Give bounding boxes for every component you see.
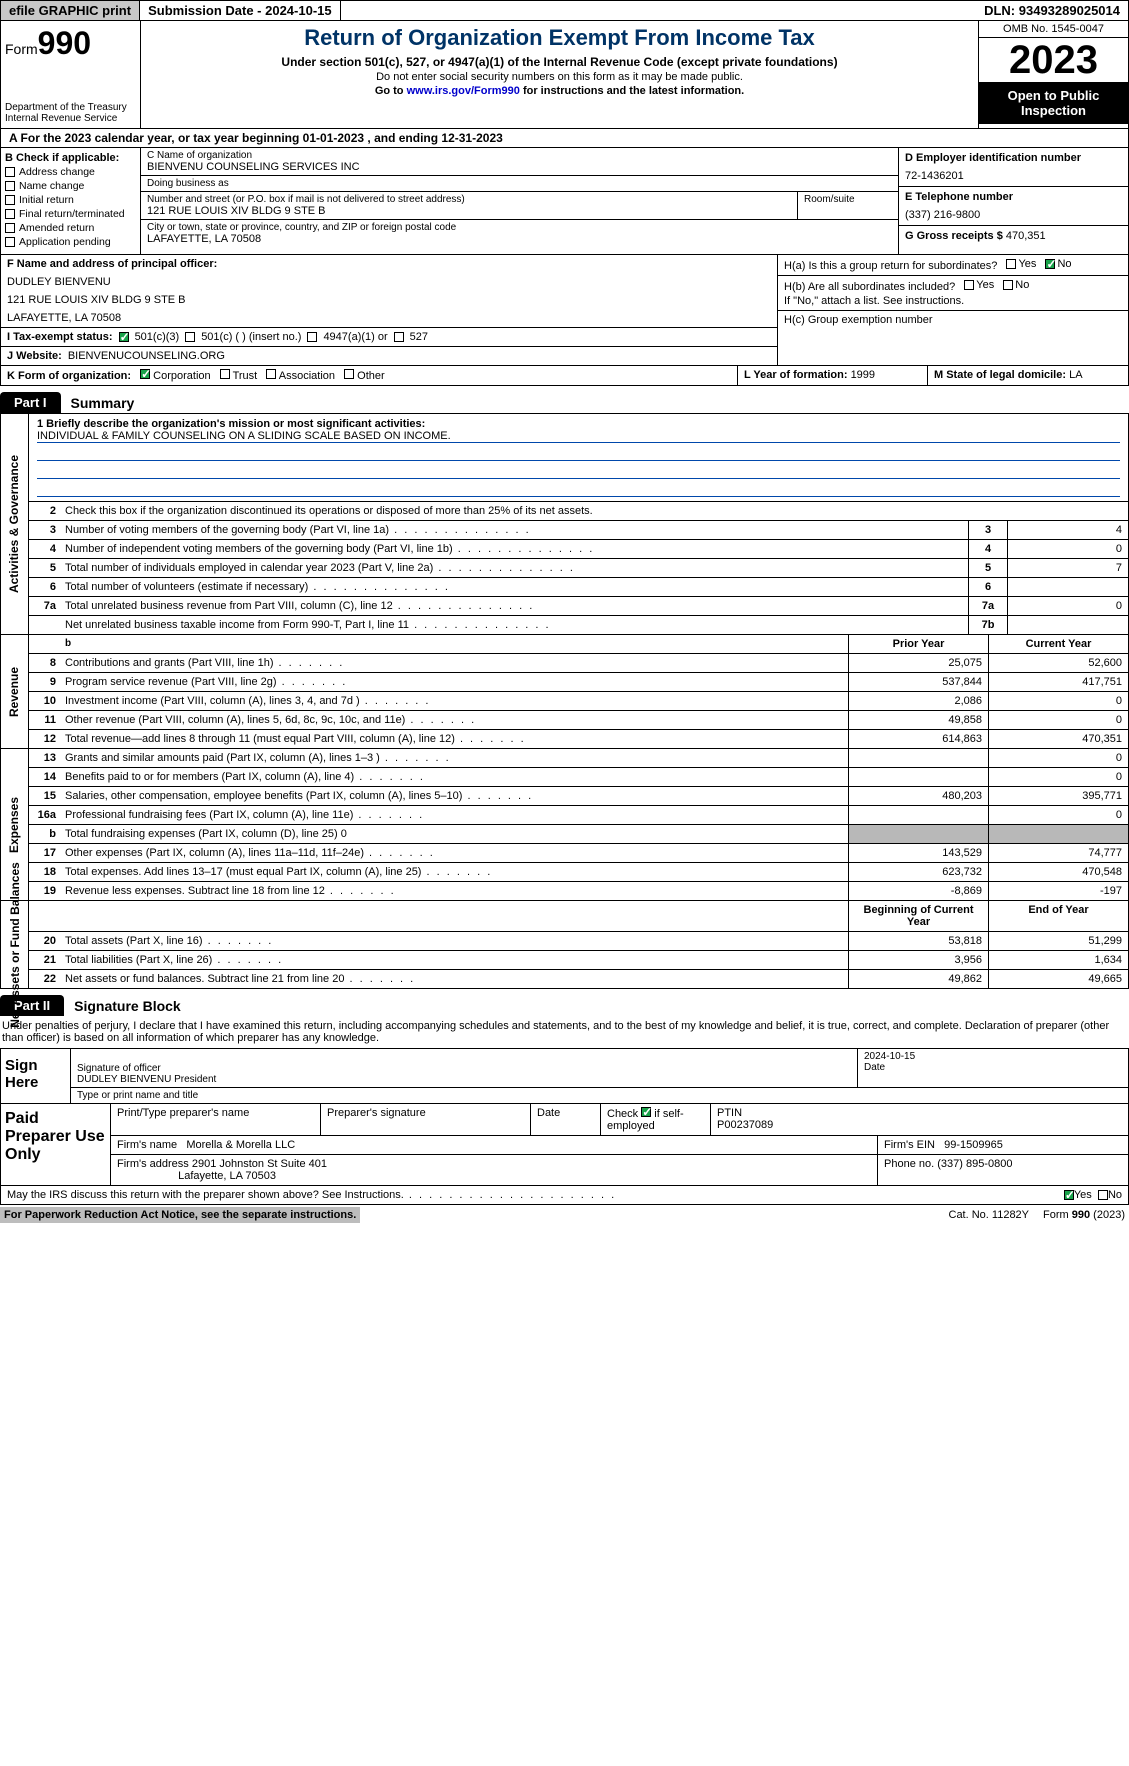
chk-4947[interactable] <box>307 332 317 342</box>
perjury-declaration: Under penalties of perjury, I declare th… <box>0 1016 1129 1048</box>
data-row: 16aProfessional fundraising fees (Part I… <box>29 806 1128 825</box>
data-row: 8Contributions and grants (Part VIII, li… <box>29 654 1128 673</box>
chk-discuss-yes[interactable] <box>1064 1190 1074 1200</box>
summary-row: Net unrelated business taxable income fr… <box>29 616 1128 634</box>
data-row: 20Total assets (Part X, line 16)53,81851… <box>29 932 1128 951</box>
org-name: BIENVENU COUNSELING SERVICES INC <box>147 161 892 173</box>
efile-btn[interactable]: efile GRAPHIC print <box>1 1 140 20</box>
sign-here-block: Sign Here Signature of officerDUDLEY BIE… <box>0 1048 1129 1104</box>
chk-ha-no[interactable] <box>1045 259 1055 269</box>
summary-row: 7aTotal unrelated business revenue from … <box>29 597 1128 616</box>
firm-ein: 99-1509965 <box>944 1139 1003 1151</box>
chk-hb-no[interactable] <box>1003 280 1013 290</box>
chk-corp[interactable] <box>140 369 150 379</box>
chk-amended[interactable] <box>5 223 15 233</box>
form-title: Return of Organization Exempt From Incom… <box>149 25 970 51</box>
footer: For Paperwork Reduction Act Notice, see … <box>0 1205 1129 1225</box>
topbar: efile GRAPHIC print Submission Date - 20… <box>0 0 1129 21</box>
dln: DLN: 93493289025014 <box>976 1 1128 20</box>
chk-assoc[interactable] <box>266 369 276 379</box>
side-revenue: Revenue <box>1 635 29 748</box>
chk-527[interactable] <box>394 332 404 342</box>
ein: 72-1436201 <box>905 170 1122 182</box>
tax-year-line: A For the 2023 calendar year, or tax yea… <box>0 129 1129 148</box>
data-row: 13Grants and similar amounts paid (Part … <box>29 749 1128 768</box>
org-city: LAFAYETTE, LA 70508 <box>147 233 892 245</box>
org-street: 121 RUE LOUIS XIV BLDG 9 STE B <box>147 205 791 217</box>
data-row: 22Net assets or fund balances. Subtract … <box>29 970 1128 988</box>
data-row: 10Investment income (Part VIII, column (… <box>29 692 1128 711</box>
data-row: 15Salaries, other compensation, employee… <box>29 787 1128 806</box>
chk-address-change[interactable] <box>5 167 15 177</box>
discuss-question: May the IRS discuss this return with the… <box>0 1186 1129 1205</box>
data-row: 17Other expenses (Part IX, column (A), l… <box>29 844 1128 863</box>
officer-sig: DUDLEY BIENVENU President <box>77 1074 851 1085</box>
part1-header: Part I Summary <box>0 392 1129 413</box>
box-d: D Employer identification number72-14362… <box>898 148 1128 254</box>
fhij-block: F Name and address of principal officer:… <box>0 255 1129 366</box>
chk-trust[interactable] <box>220 369 230 379</box>
data-row: 14Benefits paid to or for members (Part … <box>29 768 1128 787</box>
form-header: Form990 Department of the TreasuryIntern… <box>0 21 1129 129</box>
year-formed: 1999 <box>851 369 875 381</box>
data-row: 11Other revenue (Part VIII, column (A), … <box>29 711 1128 730</box>
side-netassets: Net Assets or Fund Balances <box>1 901 29 988</box>
data-row: 12Total revenue—add lines 8 through 11 (… <box>29 730 1128 748</box>
data-row: 19Revenue less expenses. Subtract line 1… <box>29 882 1128 900</box>
summary-section: Activities & Governance 1 Briefly descri… <box>0 413 1129 989</box>
mission-text: INDIVIDUAL & FAMILY COUNSELING ON A SLID… <box>37 430 1120 443</box>
phone: (337) 216-9800 <box>905 209 1122 221</box>
public-inspection: Open to Public Inspection <box>979 82 1128 124</box>
chk-initial[interactable] <box>5 195 15 205</box>
data-row: 9Program service revenue (Part VIII, lin… <box>29 673 1128 692</box>
ptin: P00237089 <box>717 1119 1122 1131</box>
chk-discuss-no[interactable] <box>1098 1190 1108 1200</box>
chk-final[interactable] <box>5 209 15 219</box>
side-activities: Activities & Governance <box>1 414 29 634</box>
submission-date: Submission Date - 2024-10-15 <box>140 1 341 20</box>
header-info-block: B Check if applicable: Address change Na… <box>0 148 1129 255</box>
irs-link[interactable]: www.irs.gov/Form990 <box>407 85 520 97</box>
gross-receipts: 470,351 <box>1006 230 1046 242</box>
chk-501c3[interactable] <box>119 332 129 342</box>
domicile-state: LA <box>1069 369 1082 381</box>
omb-number: OMB No. 1545-0047 <box>979 21 1128 38</box>
chk-501c[interactable] <box>185 332 195 342</box>
goto-line: Go to www.irs.gov/Form990 for instructio… <box>149 85 970 97</box>
summary-row: 6Total number of volunteers (estimate if… <box>29 578 1128 597</box>
sig-date: 2024-10-15 <box>864 1051 1122 1062</box>
klm-row: K Form of organization: Corporation Trus… <box>0 366 1129 386</box>
box-b: B Check if applicable: Address change Na… <box>1 148 141 254</box>
summary-row: 3Number of voting members of the governi… <box>29 521 1128 540</box>
chk-ha-yes[interactable] <box>1006 259 1016 269</box>
chk-hb-yes[interactable] <box>964 280 974 290</box>
summary-row: 5Total number of individuals employed in… <box>29 559 1128 578</box>
firm-name: Morella & Morella LLC <box>186 1139 295 1151</box>
summary-row: 4Number of independent voting members of… <box>29 540 1128 559</box>
paid-preparer-block: Paid Preparer Use Only Print/Type prepar… <box>0 1104 1129 1186</box>
data-row: 18Total expenses. Add lines 13–17 (must … <box>29 863 1128 882</box>
treasury-dept: Department of the TreasuryInternal Reven… <box>5 102 136 124</box>
officer-name: DUDLEY BIENVENU <box>7 276 111 288</box>
ssn-warning: Do not enter social security numbers on … <box>149 71 970 83</box>
website: BIENVENUCOUNSELING.ORG <box>68 350 225 362</box>
part2-header: Part II Signature Block <box>0 995 1129 1016</box>
data-row: bTotal fundraising expenses (Part IX, co… <box>29 825 1128 844</box>
tax-year: 2023 <box>979 38 1128 82</box>
chk-self-employed[interactable] <box>641 1107 651 1117</box>
chk-pending[interactable] <box>5 237 15 247</box>
data-row: 21Total liabilities (Part X, line 26)3,9… <box>29 951 1128 970</box>
firm-phone: (337) 895-0800 <box>937 1158 1012 1170</box>
chk-name-change[interactable] <box>5 181 15 191</box>
chk-other[interactable] <box>344 369 354 379</box>
box-c: C Name of organizationBIENVENU COUNSELIN… <box>141 148 898 254</box>
form-number: Form990 <box>5 25 136 62</box>
form-subtitle: Under section 501(c), 527, or 4947(a)(1)… <box>149 55 970 69</box>
